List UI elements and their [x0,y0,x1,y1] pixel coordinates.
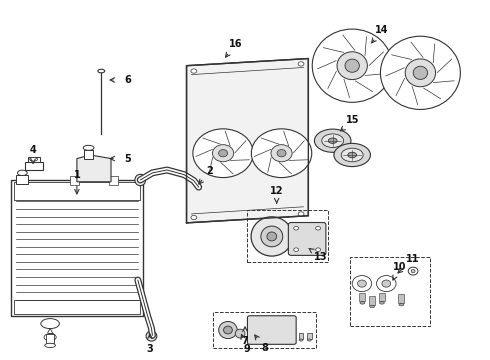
Ellipse shape [44,334,56,341]
Text: 8: 8 [261,343,268,353]
Ellipse shape [370,305,374,308]
Bar [360,293,366,301]
Bar [109,176,118,185]
Text: 7: 7 [242,336,248,346]
Ellipse shape [399,303,404,306]
Ellipse shape [334,143,370,167]
Ellipse shape [376,275,396,292]
Ellipse shape [298,62,304,66]
Bar [379,293,385,301]
Ellipse shape [191,69,197,73]
Ellipse shape [408,267,418,275]
Bar [46,334,54,342]
Text: 10: 10 [392,262,406,273]
Ellipse shape [235,329,245,338]
Ellipse shape [307,339,311,341]
Text: 3: 3 [147,344,153,354]
Ellipse shape [146,331,157,341]
Ellipse shape [337,52,368,80]
Ellipse shape [413,66,428,80]
Ellipse shape [193,129,253,177]
Ellipse shape [352,275,372,292]
Bar [14,300,140,314]
Bar [14,182,140,200]
Ellipse shape [294,226,298,230]
FancyBboxPatch shape [247,316,296,344]
Bar [369,296,375,305]
Text: 14: 14 [375,25,388,35]
Bar [84,150,93,158]
Text: 5: 5 [124,154,131,163]
Polygon shape [77,155,111,182]
Ellipse shape [135,174,146,186]
Ellipse shape [315,129,351,152]
Bar [25,162,43,170]
Ellipse shape [251,129,312,177]
Ellipse shape [213,145,234,162]
Bar [16,175,28,184]
Ellipse shape [316,248,320,251]
Bar [28,157,40,162]
Ellipse shape [298,212,304,216]
Ellipse shape [360,302,365,304]
Ellipse shape [251,217,293,256]
Bar [398,294,404,303]
Ellipse shape [294,248,298,251]
Ellipse shape [316,226,320,230]
Ellipse shape [98,69,105,73]
Ellipse shape [223,326,232,334]
Ellipse shape [18,170,27,176]
Ellipse shape [299,339,303,341]
Ellipse shape [41,319,59,329]
Text: 16: 16 [229,39,242,49]
Ellipse shape [219,321,237,339]
Text: 6: 6 [124,75,131,85]
Text: 15: 15 [346,115,360,125]
Bar [11,180,143,316]
Ellipse shape [322,134,343,148]
Ellipse shape [341,148,363,162]
Ellipse shape [30,157,37,161]
Ellipse shape [277,149,286,157]
Text: 4: 4 [30,145,36,156]
Text: 12: 12 [270,186,283,196]
Ellipse shape [405,59,436,87]
Ellipse shape [358,280,367,287]
Bar [307,333,312,339]
Bar [70,176,79,185]
Text: 1: 1 [74,170,80,180]
Ellipse shape [348,152,357,158]
Ellipse shape [312,29,392,102]
Ellipse shape [411,270,415,273]
Bar [350,257,430,327]
Ellipse shape [345,59,359,72]
Bar [298,333,303,339]
Text: 2: 2 [206,166,213,176]
Bar [213,312,316,348]
Text: 9: 9 [244,344,250,354]
Bar [247,210,328,262]
Ellipse shape [380,36,460,109]
Ellipse shape [379,302,384,304]
Ellipse shape [261,226,283,247]
Ellipse shape [45,343,55,347]
FancyBboxPatch shape [288,222,326,255]
Ellipse shape [191,215,197,220]
Ellipse shape [219,149,228,157]
Ellipse shape [83,145,94,150]
Text: 13: 13 [314,252,328,262]
Ellipse shape [267,232,277,241]
Ellipse shape [271,145,292,162]
Polygon shape [187,59,308,223]
Ellipse shape [328,138,337,143]
Ellipse shape [382,280,391,287]
Text: 11: 11 [406,255,419,264]
